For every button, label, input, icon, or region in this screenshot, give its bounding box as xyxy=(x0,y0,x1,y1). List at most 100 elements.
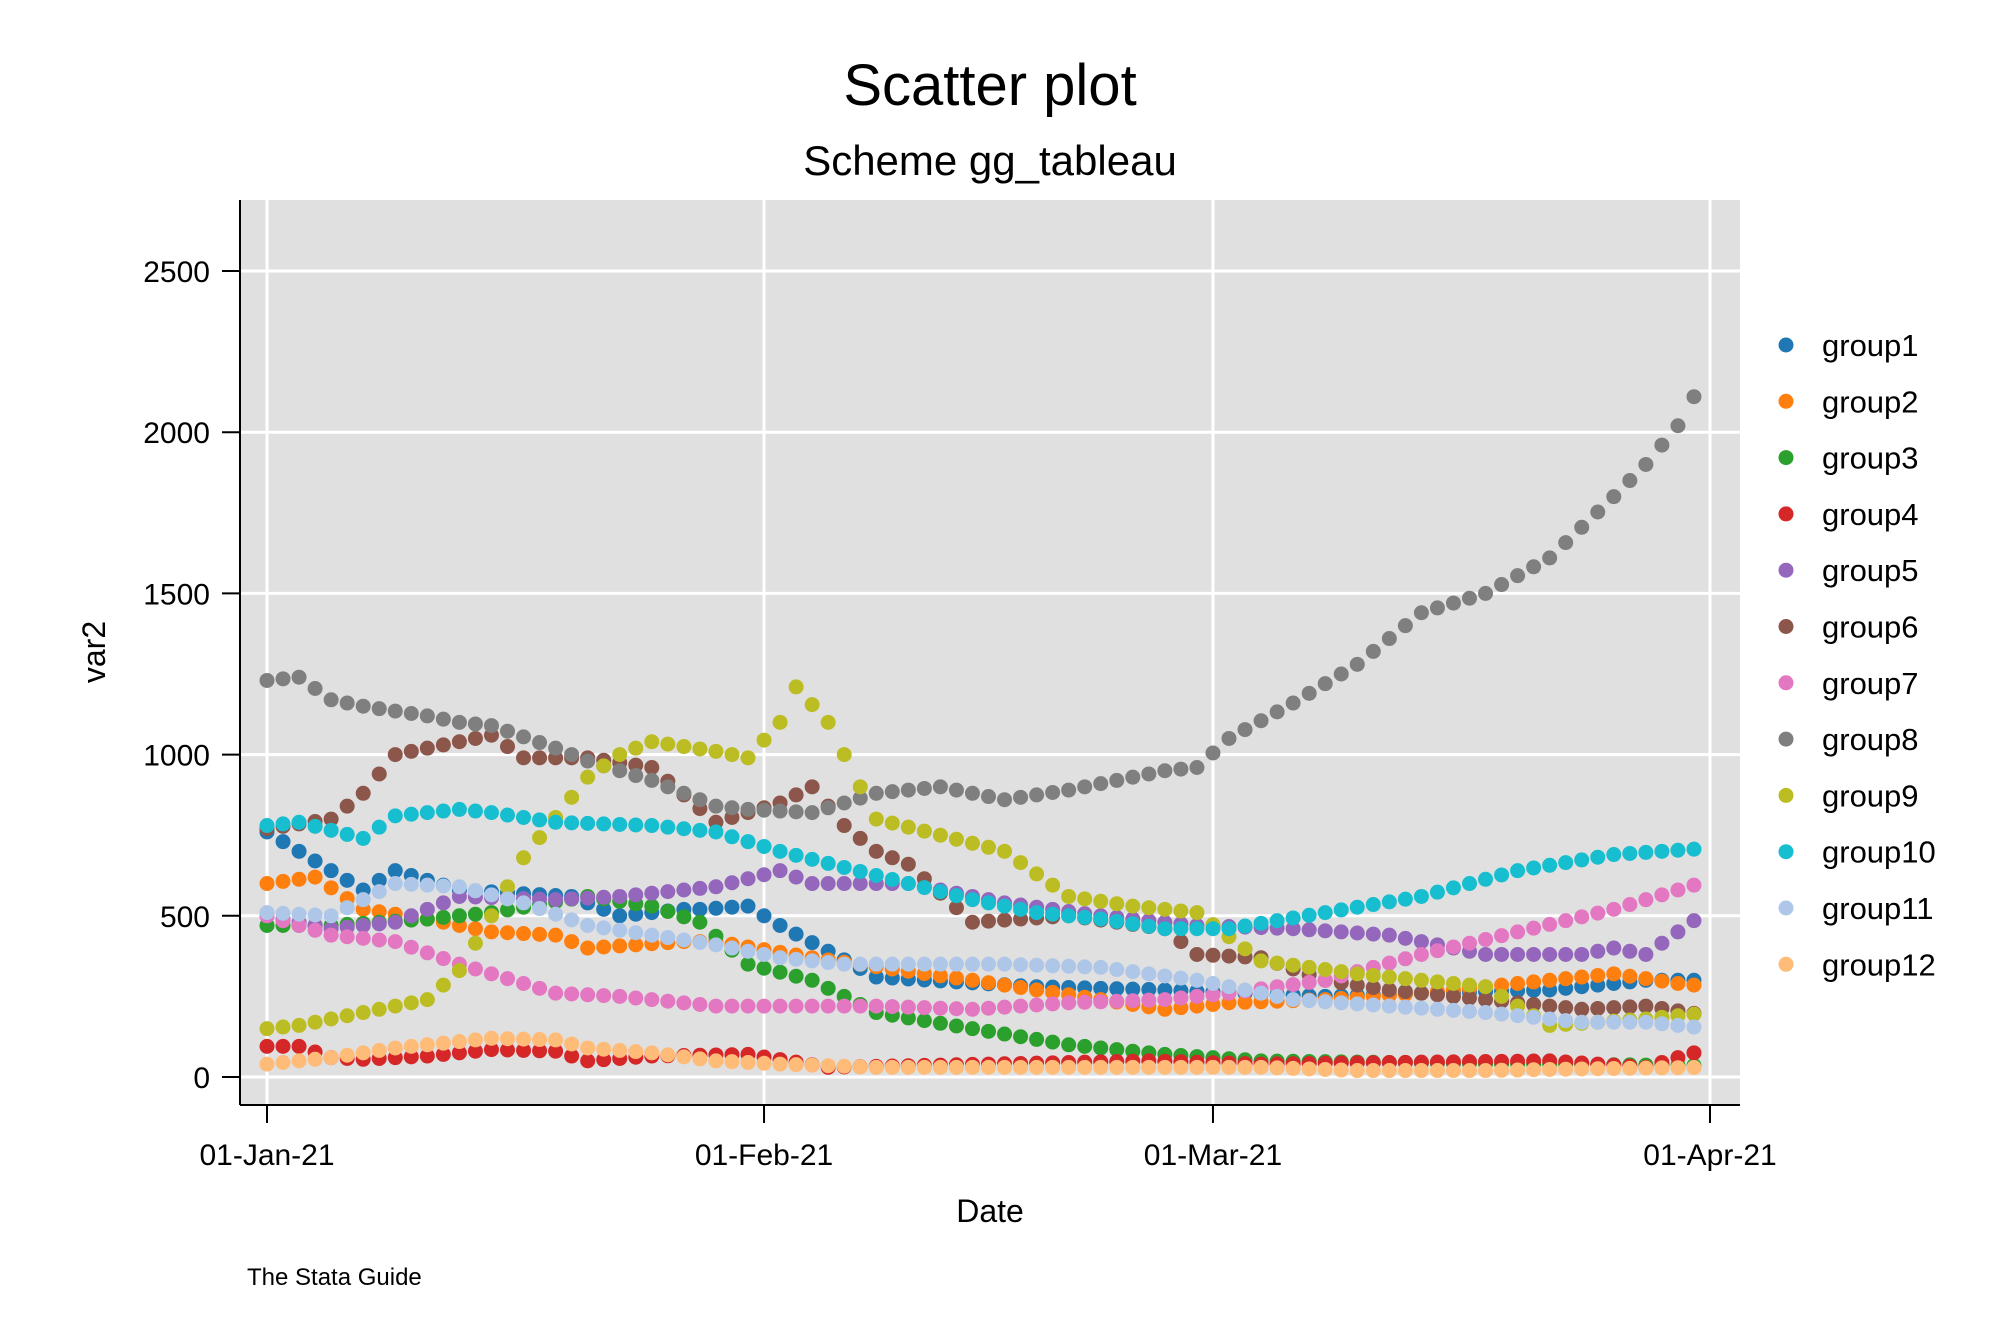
data-point xyxy=(1445,1063,1461,1079)
data-point xyxy=(788,787,804,803)
data-point xyxy=(1510,1062,1526,1078)
data-point xyxy=(500,1031,515,1047)
data-point xyxy=(548,892,564,908)
data-point xyxy=(964,835,980,851)
data-point xyxy=(1029,1031,1045,1047)
data-point xyxy=(1638,1014,1654,1030)
data-point xyxy=(467,935,483,951)
data-point xyxy=(323,863,339,879)
data-point xyxy=(1429,600,1445,616)
legend-label-group9: group9 xyxy=(1822,778,1919,813)
data-point xyxy=(355,698,371,714)
data-point xyxy=(1413,972,1429,988)
data-point xyxy=(467,1032,483,1048)
data-point xyxy=(1590,1061,1606,1077)
data-point xyxy=(1558,913,1574,929)
data-point xyxy=(1045,996,1061,1012)
data-point xyxy=(1365,980,1381,996)
data-point xyxy=(1622,1060,1638,1076)
data-point xyxy=(1013,855,1029,871)
data-point xyxy=(1189,759,1205,775)
data-point xyxy=(1526,920,1542,936)
data-point xyxy=(564,1036,580,1052)
data-point xyxy=(1590,943,1606,959)
data-point xyxy=(1221,730,1237,746)
data-point xyxy=(483,908,499,924)
data-point xyxy=(1413,1063,1429,1079)
data-point xyxy=(564,747,580,763)
data-point xyxy=(932,956,948,972)
data-point xyxy=(900,819,916,835)
data-point xyxy=(692,1051,708,1067)
data-point xyxy=(307,853,323,869)
data-point xyxy=(596,816,612,832)
data-point xyxy=(1045,1034,1061,1050)
data-point xyxy=(1173,970,1189,986)
data-point xyxy=(419,992,435,1008)
data-point xyxy=(1462,990,1477,1006)
data-point xyxy=(259,818,275,834)
data-point xyxy=(900,956,916,972)
data-point xyxy=(612,988,628,1004)
data-point xyxy=(676,1049,692,1065)
data-point xyxy=(1093,911,1109,927)
data-point xyxy=(516,729,532,745)
data-point xyxy=(1141,982,1157,998)
legend-label-group5: group5 xyxy=(1822,553,1919,588)
data-point xyxy=(692,901,708,917)
data-point xyxy=(820,800,836,816)
data-point xyxy=(644,818,660,834)
data-point xyxy=(1542,1011,1558,1027)
data-point xyxy=(291,871,307,887)
data-point xyxy=(740,750,756,766)
data-point xyxy=(1365,643,1381,659)
data-point xyxy=(1141,900,1157,916)
data-point xyxy=(628,906,644,922)
data-point xyxy=(1510,976,1526,992)
data-point xyxy=(1478,992,1494,1008)
data-point xyxy=(548,906,564,922)
data-point xyxy=(419,945,435,961)
data-point xyxy=(1462,590,1477,606)
data-point xyxy=(1093,994,1109,1010)
data-point xyxy=(532,901,548,917)
data-point xyxy=(884,956,900,972)
data-point xyxy=(532,750,548,766)
data-point xyxy=(660,904,676,920)
data-point xyxy=(1590,905,1606,921)
data-point xyxy=(804,1057,820,1073)
data-point xyxy=(660,1047,676,1063)
data-point xyxy=(1109,896,1125,912)
data-point xyxy=(1478,946,1494,962)
y-tick-label: 0 xyxy=(193,1062,210,1095)
data-point xyxy=(467,803,483,819)
data-point xyxy=(1333,964,1349,980)
data-point xyxy=(852,863,868,879)
data-point xyxy=(1397,951,1413,967)
data-point xyxy=(1077,891,1093,907)
data-point xyxy=(467,1043,483,1059)
data-point xyxy=(916,823,932,839)
data-point xyxy=(387,1040,403,1056)
legend-marker-group9 xyxy=(1778,787,1794,803)
data-point xyxy=(1077,909,1093,925)
data-point xyxy=(788,926,804,942)
data-point xyxy=(500,807,515,823)
data-point xyxy=(1301,685,1317,701)
data-point xyxy=(1317,923,1333,939)
legend-marker-group5 xyxy=(1778,562,1794,578)
data-point xyxy=(275,905,291,921)
data-point xyxy=(1013,901,1029,917)
data-point xyxy=(772,714,788,730)
legend-label-group7: group7 xyxy=(1822,666,1919,701)
data-point xyxy=(1349,996,1365,1012)
data-point xyxy=(868,868,884,883)
data-point xyxy=(596,988,612,1004)
data-point xyxy=(1157,968,1173,984)
data-point xyxy=(708,998,724,1014)
data-point xyxy=(724,875,740,891)
data-point xyxy=(1285,977,1301,993)
data-point xyxy=(1510,946,1526,962)
data-point xyxy=(948,970,964,986)
data-point xyxy=(1397,930,1413,946)
